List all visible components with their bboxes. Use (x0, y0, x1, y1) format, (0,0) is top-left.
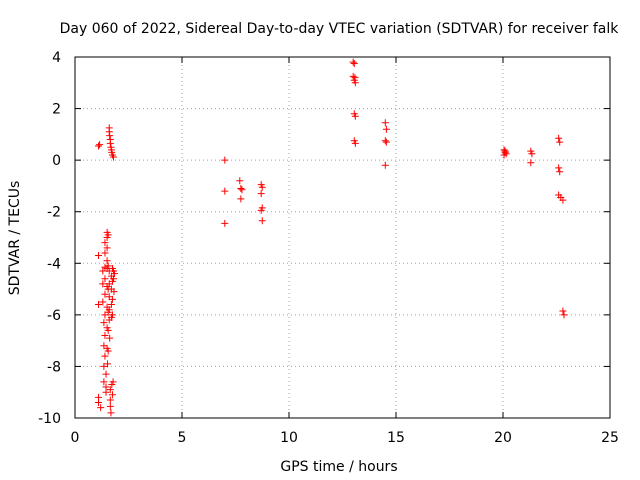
y-tick-label: -6 (47, 308, 61, 324)
data-point (381, 161, 389, 169)
axis-ticks: 0 5 10 15 20 25 -10 -8 -6 -4 -2 0 2 4 (38, 50, 619, 446)
data-point (560, 311, 568, 319)
data-point (101, 275, 109, 283)
data-point (103, 244, 111, 252)
data-point (100, 319, 108, 327)
data-point (101, 249, 109, 257)
data-point (349, 72, 357, 80)
x-axis-label: GPS time / hours (280, 459, 397, 475)
data-point (104, 360, 112, 368)
data-point (108, 311, 116, 319)
data-point (555, 134, 563, 142)
data-point (257, 190, 265, 198)
data-point (107, 301, 115, 309)
y-axis-label: SDTVAR / TECUs (7, 181, 23, 296)
data-point (381, 137, 389, 145)
data-point (221, 219, 229, 227)
data-point (106, 402, 114, 410)
data-point (351, 112, 359, 120)
data-point (106, 334, 114, 342)
data-point (221, 187, 229, 195)
data-point (257, 206, 265, 214)
x-tick-label: 20 (494, 430, 512, 446)
data-point (100, 378, 108, 386)
plot-frame (74, 56, 611, 419)
data-point (381, 119, 389, 127)
data-point (108, 391, 116, 399)
data-point (556, 138, 564, 146)
data-point (559, 196, 567, 204)
x-tick-label: 15 (387, 430, 405, 446)
data-point (95, 252, 103, 260)
x-tick-label: 0 (71, 430, 80, 446)
data-point (349, 58, 357, 66)
data-point (528, 150, 536, 158)
data-point (258, 183, 266, 191)
data-point (110, 288, 118, 296)
data-point (351, 139, 359, 147)
data-point (109, 378, 117, 386)
data-point (106, 139, 114, 147)
data-point (101, 239, 109, 247)
data-point (104, 347, 112, 355)
data-point (104, 326, 112, 334)
data-point (103, 257, 111, 265)
y-tick-label: 2 (52, 102, 61, 118)
data-point (108, 295, 116, 303)
data-point (236, 177, 244, 185)
data-point (102, 388, 110, 396)
data-point (97, 404, 105, 412)
y-tick-label: 0 (52, 153, 61, 169)
data-point (501, 147, 509, 155)
data-point (555, 164, 563, 172)
data-point (106, 132, 114, 140)
data-point (350, 59, 358, 67)
data-point (101, 352, 109, 360)
data-point (99, 280, 107, 288)
data-point (101, 331, 109, 339)
data-point (221, 156, 229, 164)
data-point (107, 409, 115, 417)
data-point (104, 262, 112, 270)
data-point (102, 370, 110, 378)
data-point (100, 362, 108, 370)
data-point (237, 185, 245, 193)
y-tick-label: -4 (47, 256, 61, 272)
y-tick-label: -10 (38, 411, 61, 427)
data-point (351, 74, 359, 82)
data-point (111, 270, 119, 278)
data-point (559, 307, 567, 315)
y-tick-label: 4 (52, 50, 61, 66)
data-point (110, 275, 118, 283)
chart-title: Day 060 of 2022, Sidereal Day-to-day VTE… (60, 21, 620, 37)
data-point (527, 159, 535, 167)
data-point (106, 396, 114, 404)
x-tick-label: 10 (280, 430, 298, 446)
data-point (258, 217, 266, 225)
y-tick-label: -2 (47, 205, 61, 221)
data-point (99, 298, 107, 306)
data-point (99, 267, 107, 275)
data-points (95, 58, 568, 417)
data-point (237, 195, 245, 203)
data-point (95, 142, 103, 150)
data-point (106, 386, 114, 394)
data-point (96, 141, 104, 149)
x-tick-label: 5 (178, 430, 187, 446)
data-point (95, 301, 103, 309)
data-point (382, 125, 390, 133)
data-point (101, 290, 109, 298)
data-point (95, 399, 103, 407)
gridlines (75, 57, 610, 418)
data-point (238, 186, 246, 194)
y-tick-label: -8 (47, 359, 61, 375)
data-point (556, 168, 564, 176)
data-point (104, 231, 112, 239)
data-point (105, 306, 113, 314)
data-point (110, 153, 118, 161)
data-point (382, 138, 390, 146)
x-tick-label: 25 (601, 430, 619, 446)
